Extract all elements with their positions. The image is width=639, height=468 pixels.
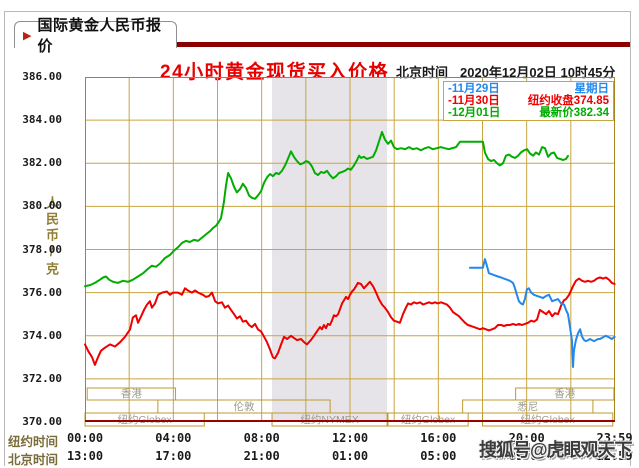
y-tick-label: 380.00 [22,199,62,213]
tab-label: 国际黄金人民币报价 [37,17,162,55]
session-label: 纽约NYMEX [300,413,358,426]
beijing-time: 北京时间 2020年12月02日 10时45分 [396,62,615,81]
tab-underline-bar [176,42,630,47]
timestamp: 2020年12月02日 10时45分 [460,65,616,80]
beijing-time-label: 北京时间 [396,65,449,80]
session-label: 香港 [554,388,576,400]
x-tick-label: 05:00 [420,449,457,463]
y-tick-label: 384.00 [22,113,62,127]
legend-item: -11月29日 星期日 [448,83,609,95]
plot-area: 香港香港伦敦悉尼纽约Globex纽约NYMEX纽约Globex纽约Globex … [84,77,616,427]
x-tick-label: 23:59 [596,431,633,445]
x-axis-row-label: 纽约时间 [8,435,59,449]
x-tick-label: 00:00 [66,431,104,445]
session-label: 悉尼 [517,401,538,413]
session-label: 香港 [121,388,142,400]
x-tick-label: 17:00 [155,449,192,463]
session-box [387,412,469,427]
y-tick-label: 382.00 [22,156,62,170]
x-tick-label: 04:00 [155,431,192,445]
session-label: 纽约Globex [521,413,576,426]
session-box [271,412,388,427]
y-tick-label: 374.00 [22,328,62,342]
x-tick-label: 09:00 [508,449,545,463]
watermark: 搜狐号@虎眼观天下 [479,440,633,460]
y-tick-label: 386.00 [22,70,62,83]
x-tick-label: 12:00 [331,431,369,445]
legend-item: -11月30日 纽约收盘374.85 [448,95,609,107]
legend: -11月29日 星期日 -11月30日 纽约收盘374.85 -12月01日 最新价382… [443,81,614,121]
session-label: 伦敦 [234,400,255,413]
x-tick-label: 12:59 [596,449,633,463]
price-chart: 香港香港伦敦悉尼纽约Globex纽约NYMEX纽约Globex纽约Globex [84,77,616,427]
tab-gold-rmb-quote[interactable]: ▶ 国际黄金人民币报价 [14,17,177,55]
series-line-11月29日 [468,258,616,368]
series-line-11月30日 [84,276,616,366]
y-tick-label: 378.00 [22,242,62,256]
y-axis-title: 人民币/克 [44,196,59,278]
x-axis-row-label: 北京时间 [8,453,59,467]
session-box [86,387,177,401]
y-tick-label: 376.00 [22,285,62,299]
session-label: 纽约Globex [401,413,456,426]
session-box [482,412,614,427]
content-frame [4,11,631,466]
x-tick-label: 21:00 [243,449,280,463]
x-tick-label: 08:00 [243,431,280,445]
series-line-12月01日 [84,131,569,288]
y-tick-label: 370.00 [22,415,62,428]
legend-item: -12月01日 最新价382.34 [448,107,609,119]
x-tick-label: 13:00 [66,449,104,463]
x-tick-label: 16:00 [420,431,457,445]
x-tick-label: 20:00 [508,431,545,445]
x-tick-label: 01:00 [331,449,369,463]
session-label: 纽约Globex [117,413,172,426]
y-tick-label: 372.00 [22,371,62,385]
tab-arrow-icon: ▶ [23,29,32,42]
session-box [157,399,331,414]
